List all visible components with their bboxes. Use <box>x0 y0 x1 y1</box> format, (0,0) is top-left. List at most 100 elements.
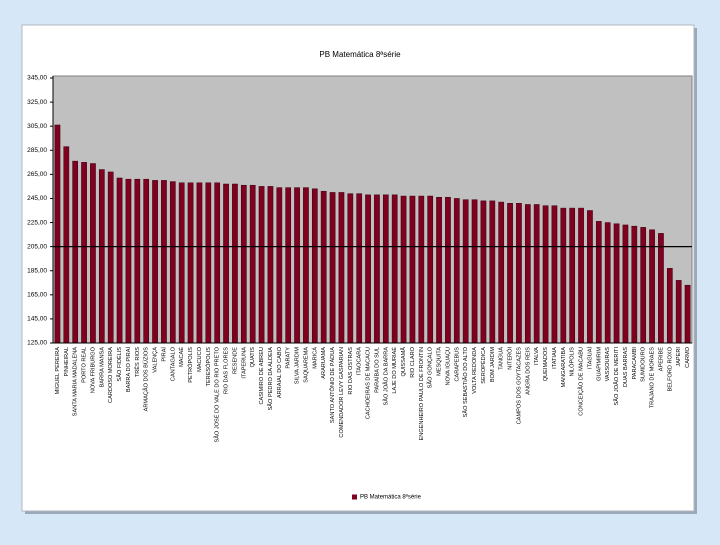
y-tick-label: 205,00 <box>27 243 47 250</box>
bar <box>276 187 283 344</box>
x-tick-label: SANTA MARIA MADALENA <box>73 347 79 416</box>
bar <box>196 182 203 344</box>
x-tick-label: ENGENHEIRO PAULO DE FRONTIN <box>419 347 425 440</box>
y-tick-label: 265,00 <box>27 171 47 178</box>
bar <box>169 181 176 344</box>
bar <box>409 195 416 344</box>
bar <box>640 227 647 344</box>
x-tick-label: ARARUAMA <box>321 347 327 379</box>
bar <box>249 184 256 344</box>
bar <box>604 222 611 344</box>
bar <box>338 192 345 344</box>
bar <box>587 210 593 344</box>
x-tick-label: TANGUÁ <box>498 347 505 370</box>
x-tick-label: CARAPEBUS <box>454 347 460 382</box>
x-tick-label: QUISSAMÃ <box>400 347 407 377</box>
bar <box>516 203 522 344</box>
bar <box>311 188 318 344</box>
bar <box>232 183 238 344</box>
x-tick-label: MIGUEL PEREIRA <box>55 347 61 395</box>
bar <box>98 169 105 344</box>
x-tick-label: TERESÓPOLIS <box>205 347 212 387</box>
y-tick-label: 285,00 <box>27 147 47 154</box>
x-tick-label: ARRAIAL DO CABO <box>277 346 283 398</box>
bar <box>240 184 247 344</box>
x-tick-label: MESQUITA <box>437 347 443 376</box>
x-tick-label: ITALVA <box>534 347 540 365</box>
bar <box>418 195 425 344</box>
y-tick-label: 305,00 <box>27 123 47 130</box>
x-tick-label: CARDOSO MOREIRA <box>108 347 114 403</box>
x-tick-label: CACHOEIRAS DE MACACU <box>366 347 372 419</box>
x-tick-label: SÃO SEBASTIÃO DO ALTO <box>462 346 469 417</box>
bar <box>560 207 567 344</box>
bar <box>187 182 194 344</box>
x-tick-label: SÃO GONÇALO <box>427 346 434 388</box>
plot-area <box>52 75 693 344</box>
bar <box>471 199 478 344</box>
x-tick-label: SUMIDOURO <box>641 346 647 381</box>
bar <box>480 200 487 344</box>
x-tick-label: CONCEIÇÃO DE MACABU <box>578 347 585 416</box>
x-tick-label: SILVA JARDIM <box>295 347 301 384</box>
x-tick-label: CANTAGALO <box>170 346 176 381</box>
bar <box>143 178 150 344</box>
bar <box>152 180 158 344</box>
x-tick-label: BELFORD ROXO <box>667 346 673 391</box>
x-tick-label: PARACAMBI <box>632 347 638 380</box>
y-tick-label: 345,00 <box>27 75 47 82</box>
x-tick-label: ARMAÇÃO DOS BÚZIOS <box>143 347 150 412</box>
y-tick-label: 185,00 <box>27 267 47 274</box>
bar <box>524 204 531 344</box>
bar <box>400 195 407 344</box>
bar <box>666 268 673 344</box>
bar <box>498 201 505 344</box>
bar <box>320 190 327 344</box>
bar <box>356 193 363 344</box>
x-tick-label: RIO DAS OSTRAS <box>348 347 354 395</box>
x-tick-label: PARATY <box>286 347 292 369</box>
bar <box>453 198 460 344</box>
bar <box>427 195 434 344</box>
y-tick-label: 245,00 <box>27 195 47 202</box>
bar <box>489 200 496 344</box>
x-tick-label: BARRA MANSA <box>99 347 105 388</box>
bar <box>595 221 602 344</box>
x-tick-label: PARAÍBA DO SUL <box>373 347 380 393</box>
bar <box>294 187 300 344</box>
x-tick-label: VASSOURAS <box>605 347 611 382</box>
bar <box>445 197 451 344</box>
bar <box>107 171 114 344</box>
x-tick-label: MANGARATIBA <box>561 347 567 388</box>
bar <box>578 207 584 344</box>
x-tick-label: BOM JARDIM <box>490 347 496 382</box>
x-tick-label: CARMO <box>685 346 691 367</box>
x-tick-label: SÃO JOSÉ DO VALE DO RIO PRETO <box>214 346 221 442</box>
x-tick-label: TRÊS RIOS <box>133 347 141 377</box>
bar <box>569 207 576 344</box>
bar <box>436 197 442 344</box>
x-tick-label: APERIBÉ <box>657 347 664 372</box>
bar <box>54 124 61 344</box>
x-tick-label: ITAPERUNA <box>241 347 247 379</box>
x-tick-label: SAQUAREMA <box>303 347 309 383</box>
x-tick-label: DUAS BARRAS <box>623 347 629 387</box>
chart-title: PB Matemática 8ªsérie <box>319 50 401 59</box>
y-tick-label: 125,00 <box>27 340 47 347</box>
y-tick-label: 325,00 <box>27 99 47 106</box>
x-tick-label: PIRAÍ <box>160 347 167 362</box>
x-tick-label: ITAGUAÍ <box>586 347 593 369</box>
bar <box>347 193 354 344</box>
bar <box>533 204 540 344</box>
bar <box>116 177 123 344</box>
bar <box>178 182 185 344</box>
bar <box>365 194 371 344</box>
legend-label: PB Matemática 8ªsérie <box>360 494 422 501</box>
bar <box>329 192 336 344</box>
bar <box>382 194 389 344</box>
bar <box>462 199 469 344</box>
x-tick-label: LAJE DO MURIAÉ <box>391 347 398 394</box>
bar <box>258 186 265 344</box>
x-tick-label: SÃO FIDÉLIS <box>116 347 123 382</box>
